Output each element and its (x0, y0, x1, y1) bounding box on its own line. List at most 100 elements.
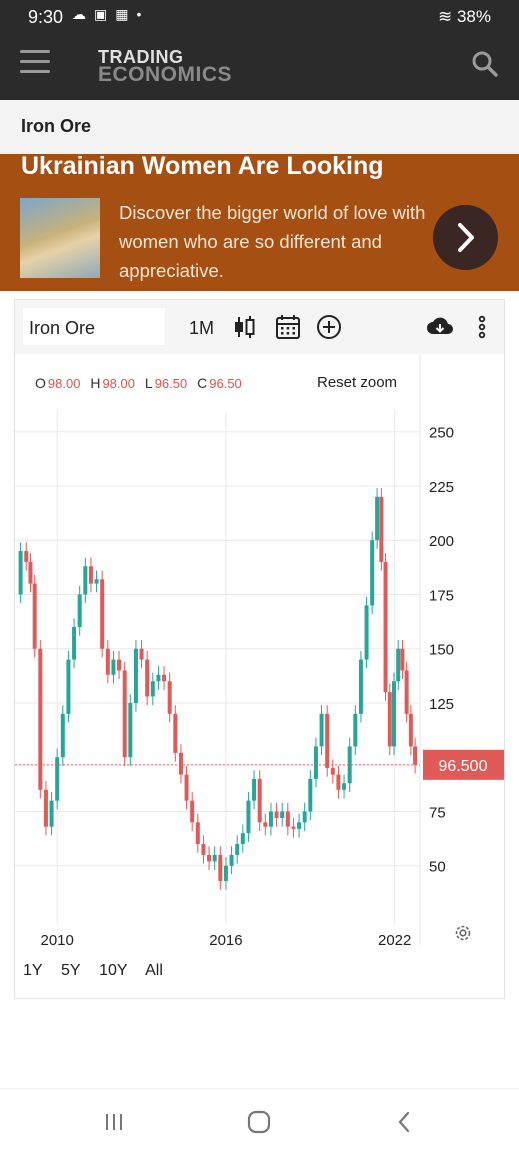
y-tick-label: 50 (429, 859, 446, 876)
system-nav-bar (0, 1088, 519, 1152)
candle (218, 854, 223, 881)
candle (263, 822, 268, 827)
candle (128, 702, 133, 758)
price-badge-label: 96.500 (439, 758, 488, 775)
candle (370, 540, 375, 606)
candle (201, 844, 206, 855)
candle (173, 713, 178, 753)
candle (297, 822, 302, 829)
candle (353, 713, 358, 747)
y-tick-label: 150 (429, 642, 454, 659)
candle (212, 854, 217, 862)
candle (375, 496, 380, 541)
candle (364, 605, 369, 660)
ad-banner[interactable]: Ukrainian Women Are Looking Discover the… (0, 154, 519, 291)
y-tick-label: 75 (429, 804, 446, 821)
more-options-icon[interactable] (469, 314, 495, 340)
page-title: Iron Ore (21, 116, 92, 136)
candle (391, 681, 396, 747)
candle (408, 713, 413, 747)
candle (133, 648, 138, 703)
candle (400, 648, 405, 671)
ad-title: Ukrainian Women Are Looking (21, 154, 384, 180)
home-icon[interactable] (244, 1107, 274, 1137)
ohlc-high-label: H (90, 375, 101, 391)
y-tick-label: 175 (429, 587, 454, 604)
reset-zoom-button[interactable]: Reset zoom (317, 374, 398, 391)
range-1y[interactable]: 1Y (23, 962, 43, 979)
candle (105, 648, 110, 675)
logo-line-2: ECONOMICS (98, 63, 233, 86)
candle (302, 811, 307, 823)
period-button[interactable]: 1M (189, 318, 215, 338)
symbol-field[interactable]: Iron Ore (23, 308, 165, 345)
candle (117, 659, 122, 671)
candle (49, 800, 54, 827)
x-tick-label: 2016 (209, 932, 242, 945)
calendar-icon[interactable] (275, 314, 301, 340)
ad-photo[interactable] (20, 198, 100, 278)
candle (308, 778, 313, 812)
logo-line-1: TRADING (98, 47, 184, 67)
ohlc-close-label: C (197, 375, 208, 391)
y-tick-label: 250 (429, 425, 454, 442)
candle (223, 865, 228, 881)
candle (240, 833, 245, 845)
download-icon[interactable] (427, 314, 453, 340)
candle (83, 566, 88, 595)
candle (274, 811, 279, 818)
candle (229, 854, 234, 866)
back-icon[interactable] (390, 1107, 420, 1137)
ohlc-high-value: 98.00 (102, 376, 135, 391)
candle (38, 648, 43, 790)
ohlc-readout: O 98.00 H 98.00 L 96.50 C 96.50 (35, 375, 248, 391)
candle (291, 826, 296, 829)
candle (178, 752, 183, 775)
range-all[interactable]: All (145, 962, 163, 979)
y-tick-label: 125 (429, 696, 454, 713)
candle (94, 579, 99, 584)
candle (139, 648, 144, 660)
ohlc-close-value: 96.50 (209, 376, 242, 391)
candle (18, 551, 23, 595)
x-tick-label: 2010 (41, 932, 74, 945)
menu-icon[interactable] (20, 50, 50, 73)
candle (72, 627, 77, 660)
app-logo[interactable]: TRADING ECONOMICS (98, 47, 233, 86)
candle (257, 778, 262, 823)
candlestick-icon[interactable] (231, 314, 257, 340)
candle (358, 659, 363, 714)
candle (379, 496, 384, 562)
candle (43, 789, 48, 827)
wifi-icon: ≋ (437, 7, 453, 26)
candle (195, 822, 200, 845)
y-tick-label: 225 (429, 479, 454, 496)
candle (330, 768, 335, 775)
price-badge (423, 749, 504, 780)
battery-level: 38% (456, 7, 491, 26)
range-5y[interactable]: 5Y (61, 962, 81, 979)
ad-open-button[interactable] (433, 205, 498, 270)
candle (342, 783, 347, 790)
candle (77, 594, 82, 628)
candle (252, 778, 257, 801)
ohlc-low-value: 96.50 (154, 376, 188, 391)
y-tick-label: 200 (429, 533, 454, 550)
search-icon[interactable] (471, 50, 499, 78)
range-10y[interactable]: 10Y (99, 962, 128, 979)
candle (28, 561, 33, 584)
range-selector: 1Y 5Y 10Y All (23, 962, 177, 980)
candle (184, 774, 189, 801)
candle (88, 566, 93, 584)
ohlc-open-label: O (35, 375, 46, 391)
status-time: 9:30 (28, 7, 64, 27)
price-chart[interactable]: 250 225 200 175 150 125 75 50 2010 2016 2022 96.500 (15, 355, 504, 945)
candle (150, 681, 155, 697)
candle (285, 811, 290, 827)
candle (246, 800, 251, 834)
recent-apps-icon[interactable] (99, 1107, 129, 1137)
add-indicator-icon[interactable] (316, 314, 342, 340)
chart-settings-icon[interactable] (453, 923, 473, 943)
candle (145, 659, 150, 697)
candle (122, 670, 127, 758)
